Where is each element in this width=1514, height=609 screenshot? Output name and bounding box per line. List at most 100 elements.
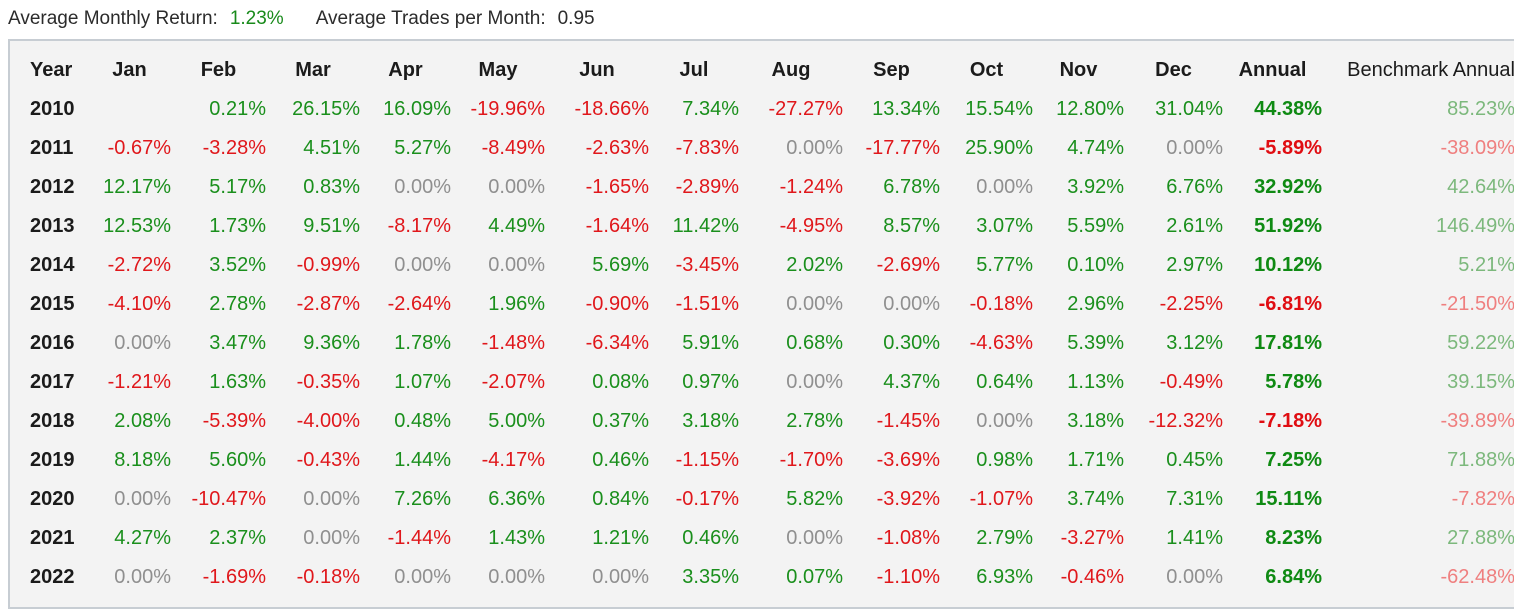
annual-return-cell: 6.84% <box>1265 566 1322 588</box>
return-cell-oct: -1.07% <box>969 488 1033 510</box>
table-row[interactable]: 2018 2.08% -5.39% -4.00% 0.48% 5.00% 0.37% 3.18… <box>10 402 1514 441</box>
return-cell-jan: 8.18% <box>114 449 171 471</box>
return-cell-apr: -8.17% <box>387 215 451 237</box>
annual-return-cell: 8.23% <box>1265 527 1322 549</box>
table-row[interactable]: 2010 0.21% 26.15% 16.09% -19.96% -18.66% 7.34%… <box>10 90 1514 129</box>
return-cell-dec: 2.61% <box>1166 215 1223 237</box>
benchmark-annual-cell: -38.09% <box>1440 137 1514 159</box>
return-cell-apr: 0.48% <box>394 410 451 432</box>
return-cell-may: -4.17% <box>481 449 545 471</box>
header-sep[interactable]: Sep <box>873 59 910 81</box>
return-cell-sep: -3.92% <box>876 488 940 510</box>
annual-return-cell: 10.12% <box>1254 254 1322 276</box>
return-cell-dec: 0.00% <box>1166 137 1223 159</box>
header-jul[interactable]: Jul <box>679 59 709 81</box>
return-cell-aug: 0.00% <box>786 137 843 159</box>
year-cell: 2013 <box>30 215 75 237</box>
year-cell: 2014 <box>30 254 75 276</box>
return-cell-jul: -3.45% <box>675 254 739 276</box>
header-feb[interactable]: Feb <box>200 59 237 81</box>
return-cell-nov: 3.92% <box>1067 176 1124 198</box>
return-cell-aug: -4.95% <box>779 215 843 237</box>
return-cell-mar: -4.00% <box>296 410 360 432</box>
return-cell-jul: -2.89% <box>675 176 739 198</box>
table-row[interactable]: 2011 -0.67% -3.28% 4.51% 5.27% -8.49% -2.63% -7… <box>10 129 1514 168</box>
table-row[interactable]: 2020 0.00% -10.47% 0.00% 7.26% 6.36% 0.84% -0.1… <box>10 480 1514 519</box>
header-apr[interactable]: Apr <box>388 59 423 81</box>
table-row[interactable]: 2016 0.00% 3.47% 9.36% 1.78% -1.48% -6.34% 5.91… <box>10 324 1514 363</box>
table-row[interactable]: 2012 12.17% 5.17% 0.83% 0.00% 0.00% -1.65% -2.8… <box>10 168 1514 207</box>
return-cell-may: 1.96% <box>488 293 545 315</box>
avg-monthly-return-value: 1.23% <box>229 8 284 29</box>
table-row[interactable]: 2013 12.53% 1.73% 9.51% -8.17% 4.49% -1.64% 11.… <box>10 207 1514 246</box>
return-cell-jul: 11.42% <box>672 215 739 237</box>
return-cell-nov: 1.13% <box>1067 371 1124 393</box>
return-cell-apr: 0.00% <box>394 176 451 198</box>
header-benchmark-annual[interactable]: Benchmark Annual <box>1347 59 1514 81</box>
benchmark-annual-cell: 59.22% <box>1447 332 1514 354</box>
return-cell-feb: 1.73% <box>209 215 266 237</box>
summary-bar: Average Monthly Return: 1.23% Average Tr… <box>0 0 1514 38</box>
year-cell: 2010 <box>30 98 75 120</box>
return-cell-mar: 0.00% <box>303 527 360 549</box>
return-cell-oct: -4.63% <box>969 332 1033 354</box>
return-cell-jun: 0.37% <box>592 410 649 432</box>
header-mar[interactable]: Mar <box>295 59 331 81</box>
year-cell: 2021 <box>30 527 75 549</box>
return-cell-jul: 3.18% <box>682 410 739 432</box>
benchmark-annual-cell: 146.49% <box>1436 215 1514 237</box>
return-cell-dec: 0.00% <box>1166 566 1223 588</box>
return-cell-mar: -0.18% <box>296 566 360 588</box>
return-cell-nov: -0.46% <box>1060 566 1124 588</box>
header-annual[interactable]: Annual <box>1238 59 1307 81</box>
avg-monthly-return-label: Average Monthly Return: <box>8 8 218 29</box>
benchmark-annual-cell: -39.89% <box>1440 410 1514 432</box>
return-cell-sep: 0.30% <box>883 332 940 354</box>
table-row[interactable]: 2021 4.27% 2.37% 0.00% -1.44% 1.43% 1.21% 0.46%… <box>10 519 1514 558</box>
header-year[interactable]: Year <box>30 59 73 81</box>
return-cell-feb: 1.63% <box>209 371 266 393</box>
return-cell-jan: 2.08% <box>114 410 171 432</box>
return-cell-jan: -4.10% <box>107 293 171 315</box>
benchmark-annual-cell: 42.64% <box>1447 176 1514 198</box>
return-cell-jun: -2.63% <box>585 137 649 159</box>
header-dec[interactable]: Dec <box>1155 59 1192 81</box>
return-cell-may: -2.07% <box>481 371 545 393</box>
table-row[interactable]: 2022 0.00% -1.69% -0.18% 0.00% 0.00% 0.00% 3.35… <box>10 558 1514 597</box>
header-may[interactable]: May <box>478 59 518 81</box>
header-nov[interactable]: Nov <box>1059 59 1098 81</box>
year-cell: 2012 <box>30 176 75 198</box>
benchmark-annual-cell: -62.48% <box>1440 566 1514 588</box>
return-cell-feb: 5.17% <box>209 176 266 198</box>
return-cell-mar: 9.36% <box>303 332 360 354</box>
return-cell-sep: 8.57% <box>883 215 940 237</box>
return-cell-jun: -18.66% <box>574 98 650 120</box>
header-jan[interactable]: Jan <box>112 59 147 81</box>
return-cell-may: 5.00% <box>488 410 545 432</box>
return-cell-mar: 26.15% <box>292 98 360 120</box>
return-cell-jun: 1.21% <box>592 527 649 549</box>
return-cell-nov: 1.71% <box>1067 449 1124 471</box>
header-aug[interactable]: Aug <box>771 59 811 81</box>
annual-return-cell: 17.81% <box>1254 332 1322 354</box>
return-cell-jun: -0.90% <box>585 293 649 315</box>
table-row[interactable]: 2015 -4.10% 2.78% -2.87% -2.64% 1.96% -0.90% -1… <box>10 285 1514 324</box>
return-cell-may: -19.96% <box>470 98 546 120</box>
table-row[interactable]: 2019 8.18% 5.60% -0.43% 1.44% -4.17% 0.46% -1.1… <box>10 441 1514 480</box>
return-cell-dec: 7.31% <box>1166 488 1223 510</box>
return-cell-jul: -1.51% <box>675 293 739 315</box>
return-cell-mar: 4.51% <box>303 137 360 159</box>
return-cell-mar: 9.51% <box>303 215 360 237</box>
header-jun[interactable]: Jun <box>579 59 615 81</box>
table-row[interactable]: 2014 -2.72% 3.52% -0.99% 0.00% 0.00% 5.69% -3.4… <box>10 246 1514 285</box>
return-cell-nov: -3.27% <box>1060 527 1124 549</box>
return-cell-jul: 5.91% <box>682 332 739 354</box>
monthly-returns-table: Year Jan Feb Mar Apr May Jun Jul Aug Sep… <box>10 51 1514 597</box>
return-cell-jan: 0.00% <box>114 488 171 510</box>
table-row[interactable]: 2017 -1.21% 1.63% -0.35% 1.07% -2.07% 0.08% 0.9… <box>10 363 1514 402</box>
header-oct[interactable]: Oct <box>969 59 1004 81</box>
return-cell-mar: -2.87% <box>296 293 360 315</box>
return-cell-dec: -0.49% <box>1159 371 1223 393</box>
return-cell-apr: 0.00% <box>394 254 451 276</box>
return-cell-oct: 0.00% <box>976 410 1033 432</box>
